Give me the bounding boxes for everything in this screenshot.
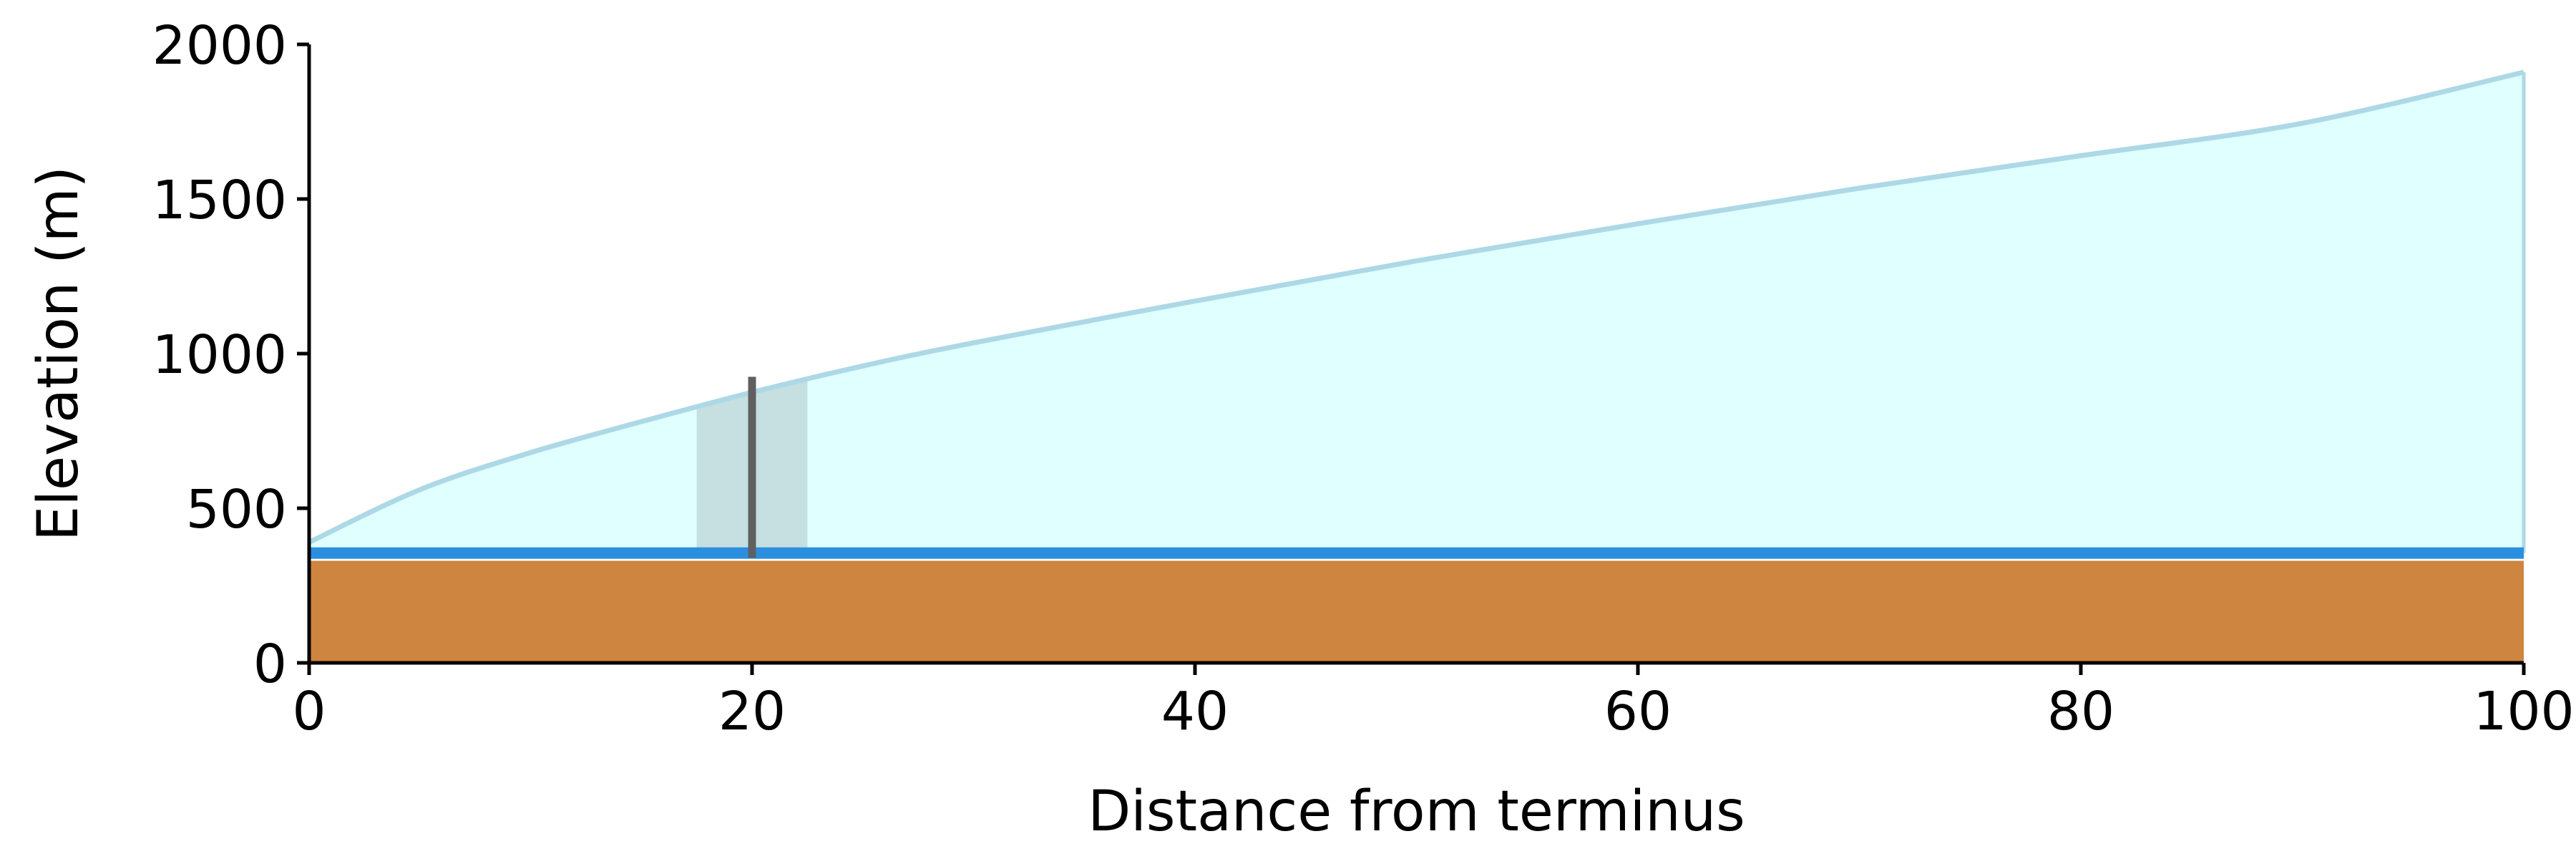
x-tick-label: 40 [1161,681,1229,742]
y-tick-label: 1000 [152,324,287,386]
x-tick-label: 20 [718,681,786,742]
y-tick-label: 0 [253,634,287,695]
y-axis-title: Elevation (m) [26,166,91,541]
x-tick-label: 60 [1604,681,1672,742]
x-tick-label: 0 [292,681,326,742]
ice-surface-line [308,69,2524,545]
x-tick-label: 100 [2473,681,2574,742]
bedrock-area [309,560,2524,663]
ice-area [309,72,2524,553]
y-tick-label: 500 [186,479,287,540]
y-tick-label: 1500 [152,170,287,231]
x-tick-label: 80 [2047,681,2114,742]
x-axis-title: Distance from terminus [1088,780,1745,844]
y-tick-label: 2000 [152,15,287,77]
